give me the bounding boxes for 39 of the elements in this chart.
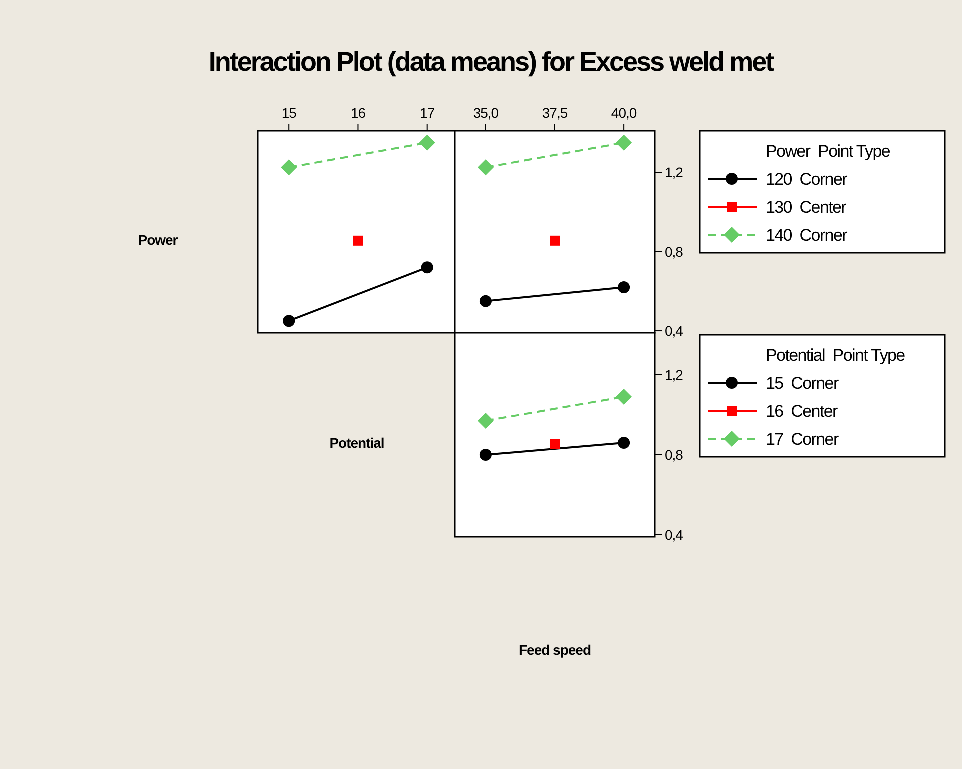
point	[616, 134, 632, 151]
point	[618, 281, 630, 294]
point	[283, 315, 296, 328]
legend-label: 140 Corner	[766, 226, 848, 245]
point	[480, 295, 492, 308]
x-tick-label: 16	[350, 105, 366, 121]
x-tick-label: 35,0	[473, 105, 500, 121]
y-axis-title: Power	[138, 232, 179, 248]
point	[550, 439, 560, 449]
point	[618, 437, 630, 449]
point	[281, 160, 298, 176]
y-tick-label: 1,2	[665, 367, 684, 383]
point	[550, 236, 560, 246]
legend-title: Power Point Type	[766, 142, 890, 161]
legend-title: Potential Point Type	[766, 346, 906, 365]
x-tick-label: 17	[420, 105, 436, 121]
legend-label: 130 Center	[766, 198, 848, 217]
y-tick-label: 0,8	[665, 447, 684, 463]
x-tick-label: 15	[282, 105, 298, 121]
y-tick-label: 0,4	[665, 323, 684, 340]
x-axis-title: Feed speed	[518, 642, 592, 658]
point	[421, 262, 434, 274]
chart-title: Interaction Plot (data means) for Excess weld met	[208, 47, 775, 77]
point	[419, 134, 436, 151]
x-tick-label: 37,5	[542, 105, 568, 121]
y-tick-label: 0,8	[665, 244, 684, 260]
legend-label: 15 Corner	[766, 374, 840, 393]
legend-label: 16 Center	[766, 402, 839, 421]
point	[480, 449, 492, 461]
x-tick-label: 40,0	[611, 105, 638, 121]
point	[616, 389, 632, 405]
point	[478, 160, 494, 176]
y-axis-title: Potential	[330, 435, 384, 451]
legend-label: 17 Corner	[766, 430, 840, 449]
y-tick-label: 1,2	[665, 164, 684, 181]
y-tick-label: 0,4	[665, 527, 684, 543]
point	[353, 236, 364, 246]
point	[478, 413, 494, 429]
legend-label: 120 Corner	[766, 170, 848, 189]
